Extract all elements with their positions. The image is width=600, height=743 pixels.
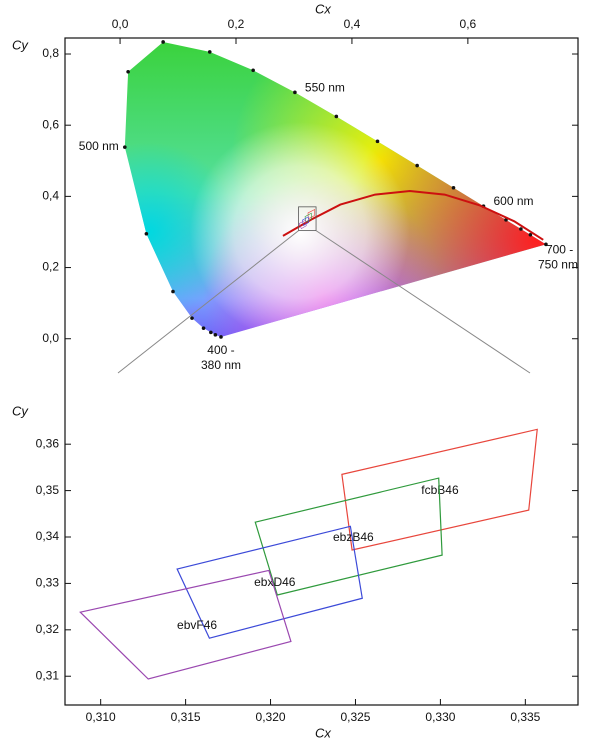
x-tick-label: 0,0 (112, 17, 129, 31)
locus-point (251, 68, 255, 73)
x-tick-label: 0,335 (510, 710, 540, 724)
wavelength-label: 550 nm (305, 81, 345, 95)
locus-point (334, 114, 339, 119)
locus-point (544, 242, 548, 247)
x-tick-label: 0,310 (86, 710, 116, 724)
frame (64, 37, 579, 706)
y-axis-title: Cy (12, 37, 29, 52)
locus-point (528, 233, 533, 237)
plot-layer: 400 -380 nm 500 nm 550 nm 600 nm 700 -750 nm… (36, 17, 578, 724)
gamut-quad (79, 569, 292, 680)
y-tick-label: 0,31 (36, 668, 60, 682)
locus-point (219, 335, 223, 339)
gamut-fill (124, 141, 240, 322)
y-tick-label: 0,8 (42, 46, 59, 60)
x-tick-label: 0,4 (344, 17, 361, 31)
gamut-fill (189, 121, 410, 337)
x-tick-label: 0,315 (171, 710, 201, 724)
x-axis-title: Cx (315, 1, 331, 16)
x-tick-label: 0,325 (340, 710, 370, 724)
y-tick-label: 0,2 (42, 260, 59, 274)
locus-point (207, 50, 212, 54)
locus-point (293, 90, 297, 95)
y-tick-label: 0,34 (36, 529, 60, 543)
locus-point (123, 145, 127, 149)
y-tick-label: 0,6 (42, 117, 59, 131)
wavelength-label: 500 nm (79, 139, 119, 153)
wavelength-label: 700 -750 nm (538, 242, 578, 271)
x-tick-label: 0,320 (256, 710, 286, 724)
locus-point (213, 333, 218, 337)
locus-point (171, 289, 175, 294)
locus-point (375, 139, 380, 144)
y-tick-label: 0,36 (36, 436, 60, 450)
x-tick-label: 0,6 (460, 17, 477, 31)
locus-point (201, 326, 206, 330)
zoom-box (298, 206, 317, 232)
locus-point (144, 231, 149, 236)
zoom-line (117, 230, 299, 374)
series-label: fcbB46 (421, 483, 459, 497)
color-gamut (124, 41, 546, 337)
locus-point (519, 227, 523, 231)
wavelength-label: 600 nm (494, 194, 534, 208)
gamut-quad (176, 525, 363, 639)
series-label: ebvF46 (177, 618, 217, 632)
locus-point (415, 163, 419, 168)
y-axis-title: Cy (12, 403, 29, 418)
x-axis-title: Cx (315, 725, 331, 740)
locus-point (209, 330, 213, 335)
locus-point (190, 316, 194, 320)
y-tick-label: 0,32 (36, 622, 60, 636)
locus-point (126, 69, 130, 74)
gamut-quad (302, 216, 310, 226)
x-tick-label: 0,330 (425, 710, 455, 724)
x-tick-label: 0,2 (228, 17, 245, 31)
wavelength-label: 400 -380 nm (201, 343, 241, 372)
gamut-quad (298, 219, 307, 230)
locus-point (451, 185, 456, 190)
gamut-quad (254, 477, 443, 596)
series-label: ebxD46 (254, 575, 296, 589)
series-label: ebzB46 (333, 530, 374, 544)
y-tick-label: 0,33 (36, 576, 60, 590)
gamut-quad (341, 428, 538, 551)
zoom-line (315, 230, 531, 374)
y-tick-label: 0,35 (36, 483, 60, 497)
y-tick-label: 0,4 (42, 189, 59, 203)
planckian-locus (282, 190, 544, 241)
y-tick-label: 0,0 (42, 331, 59, 345)
locus-point (161, 40, 165, 44)
